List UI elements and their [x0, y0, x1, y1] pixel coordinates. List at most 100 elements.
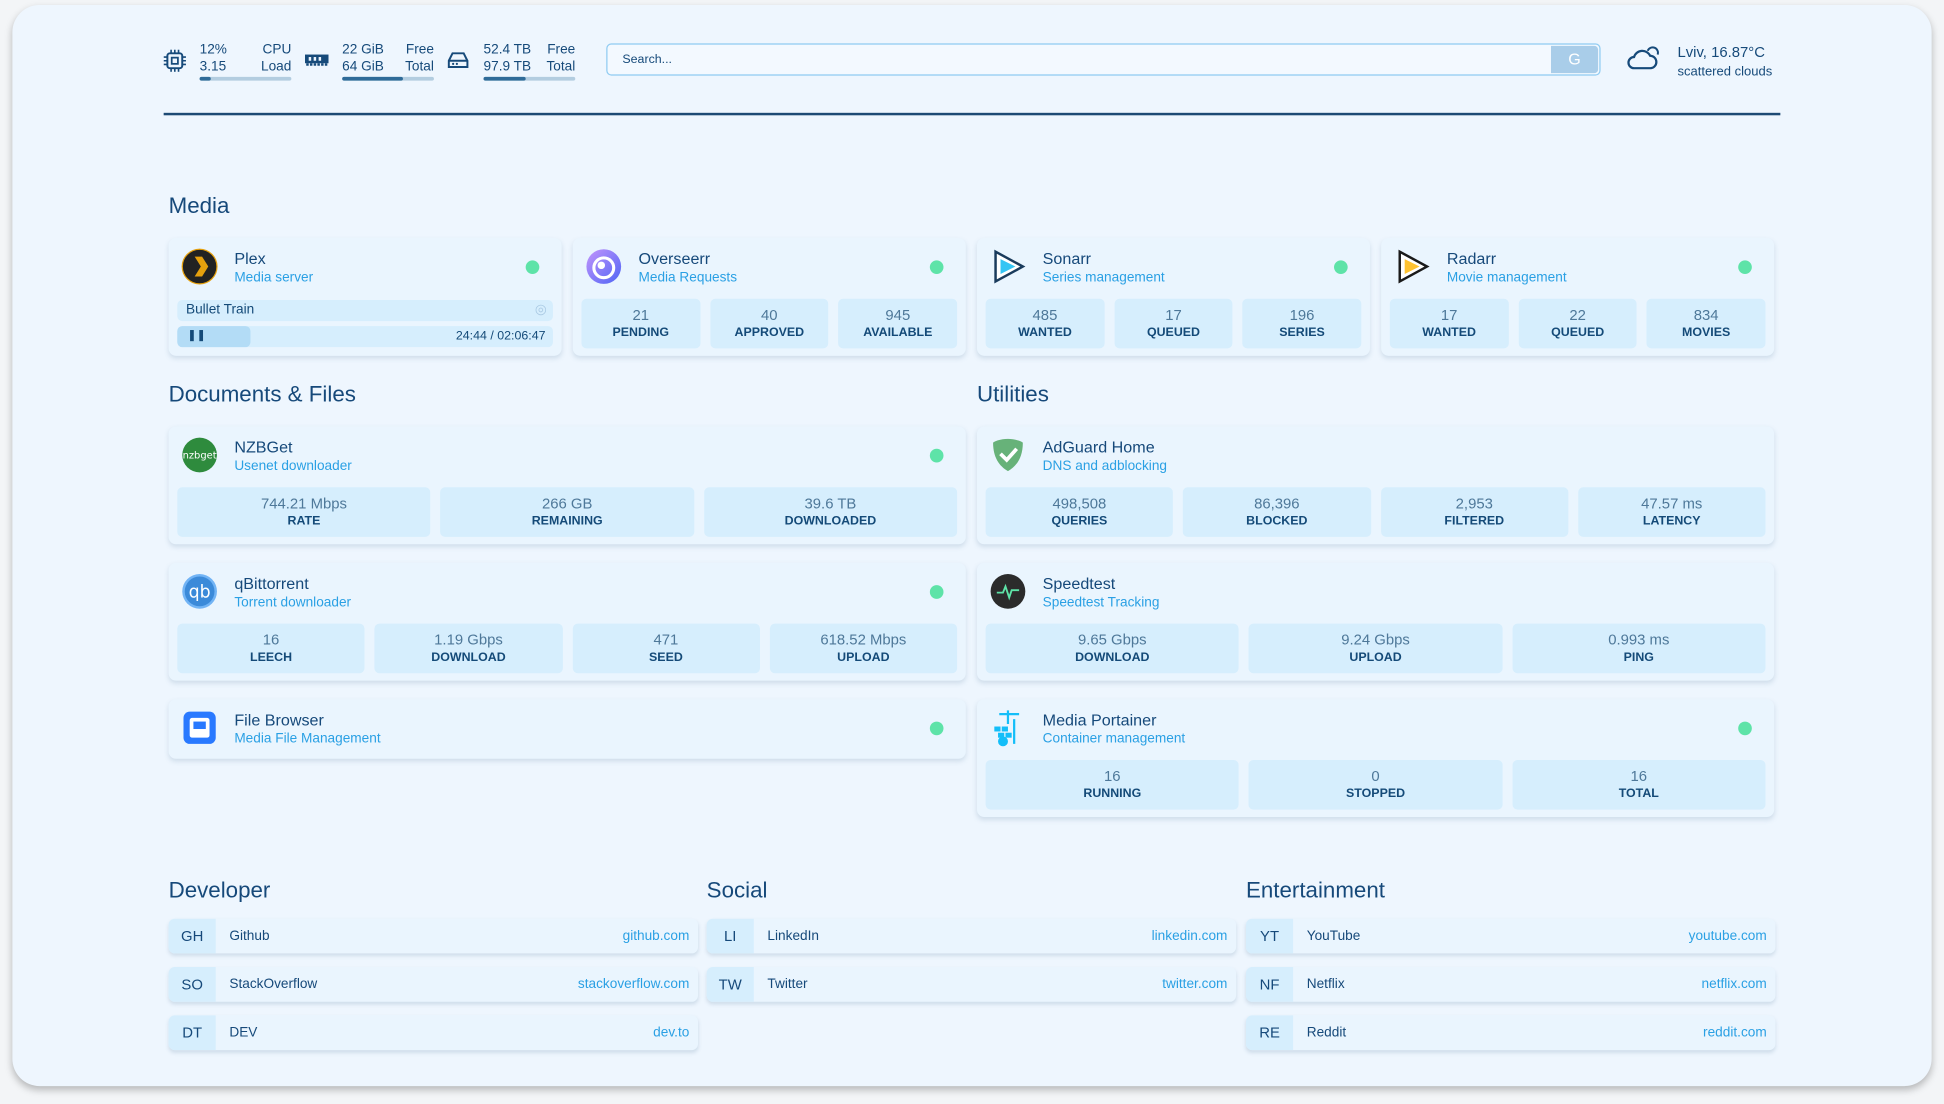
stat-value: 618.52 Mbps — [820, 631, 907, 649]
stat-block: 40 APPROVED — [709, 298, 829, 349]
stat-label: SEED — [649, 650, 683, 665]
bookmark-youtube[interactable]: YT YouTube youtube.com — [1245, 918, 1776, 954]
service-subtitle: Speedtest Tracking — [1042, 595, 1160, 610]
service-card-speedtest[interactable]: Speedtest Speedtest Tracking 9.65 Gbps DOWN… — [976, 562, 1775, 681]
bookmark-url[interactable]: dev.to — [653, 1025, 690, 1041]
stat-label: PENDING — [612, 326, 670, 340]
stat-value: 485 — [1032, 306, 1058, 324]
radarr-icon — [1398, 249, 1430, 284]
status-dot — [1334, 260, 1348, 274]
service-subtitle: Usenet downloader — [234, 458, 352, 474]
stat-value: 16 — [262, 631, 280, 649]
playback-time: 24:44 / 02:06:47 — [455, 329, 546, 344]
service-card-radarr[interactable]: Radarr Movie management 17 WANTED 22 QUEUED 83… — [1381, 238, 1775, 356]
stat-label: DOWNLOADED — [784, 514, 877, 529]
service-title: Sonarr — [1042, 249, 1092, 268]
stat-block: 16 RUNNING — [985, 759, 1239, 810]
free-label: Free — [405, 42, 434, 58]
status-dot — [929, 721, 944, 736]
service-stats: 744.21 Mbps RATE 266 GB REMAINING 39.6 TB DOW… — [177, 487, 958, 537]
stat-block: 22 QUEUED — [1518, 298, 1637, 349]
service-card-adguard-home[interactable]: AdGuard Home DNS and adblocking 498,508 QUE… — [976, 426, 1775, 545]
bookmark-url[interactable]: stackoverflow.com — [577, 976, 690, 992]
service-subtitle: Media File Management — [234, 731, 381, 747]
section-utilities: Utilities — [976, 381, 1049, 407]
stat-label: FILTERED — [1444, 514, 1505, 529]
stat-label: REMAINING — [531, 514, 603, 529]
bookmark-url[interactable]: github.com — [622, 928, 690, 944]
stat-block: 17 QUEUED — [1114, 298, 1233, 349]
stat-value: 744.21 Mbps — [260, 494, 347, 513]
bookmark-url[interactable]: netflix.com — [1701, 976, 1767, 992]
stat-block: 744.21 Mbps RATE — [177, 487, 431, 537]
search-google-button[interactable]: G — [1550, 45, 1599, 74]
search-input[interactable] — [619, 52, 1543, 69]
service-card-qbittorrent[interactable]: qb qBittorrent Torrent downloader 16 LEECH 1.… — [168, 562, 966, 681]
bookmark-twitter[interactable]: TW Twitter twitter.com — [706, 967, 1237, 1002]
bookmark-dev[interactable]: DT DEV dev.to — [168, 1015, 699, 1051]
service-title: Radarr — [1446, 249, 1497, 268]
bookmark-abbr: SO — [168, 967, 216, 1002]
status-dot — [1738, 260, 1752, 274]
bookmark-url[interactable]: reddit.com — [1703, 1025, 1767, 1041]
bookmark-github[interactable]: GH Github github.com — [168, 918, 699, 954]
pause-icon[interactable]: ❚❚ — [187, 328, 206, 341]
stat-value: 1.19 Gbps — [434, 631, 503, 649]
bookmark-stackoverflow[interactable]: SO StackOverflow stackoverflow.com — [168, 967, 699, 1002]
bookmark-name: StackOverflow — [229, 976, 318, 992]
service-subtitle: Torrent downloader — [234, 595, 352, 610]
service-title: Plex — [234, 249, 266, 268]
stat-block: 471 SEED — [572, 623, 760, 674]
service-card-media-portainer[interactable]: Media Portainer Container management 16 RUN… — [976, 699, 1775, 818]
bookmark-reddit[interactable]: RE Reddit reddit.com — [1245, 1015, 1776, 1051]
service-title: File Browser — [234, 710, 324, 730]
service-card-nzbget[interactable]: nzbget NZBGet Usenet downloader 744.21 Mbps… — [168, 426, 966, 545]
bookmark-linkedin[interactable]: LI LinkedIn linkedin.com — [706, 918, 1237, 954]
stat-block: 618.52 Mbps UPLOAD — [769, 623, 958, 674]
stat-block: 16 TOTAL — [1512, 759, 1766, 810]
stat-block: 9.24 Gbps UPLOAD — [1248, 623, 1503, 674]
status-dot — [929, 585, 944, 599]
stat-label: WANTED — [1018, 326, 1072, 340]
service-title: qBittorrent — [234, 574, 309, 593]
plex-icon — [181, 248, 218, 285]
qbittorrent-icon: qb — [182, 574, 217, 609]
cpu-usage: 12% — [199, 42, 227, 58]
stat-value: 196 — [1289, 306, 1315, 324]
stat-label: UPLOAD — [1349, 650, 1402, 665]
stat-label: DOWNLOAD — [1075, 650, 1150, 665]
bookmark-url[interactable]: linkedin.com — [1151, 928, 1228, 944]
service-title: NZBGet — [234, 437, 293, 457]
service-card-sonarr[interactable]: Sonarr Series management 485 WANTED 17 QUEUED… — [976, 238, 1370, 356]
memory-icon — [304, 54, 329, 66]
memory-total: 64 GiB — [342, 59, 384, 75]
section-documents: Documents & Files — [168, 381, 356, 407]
stat-value: 22 — [1569, 306, 1586, 324]
service-subtitle: Container management — [1042, 731, 1186, 747]
stat-block: 16 LEECH — [177, 623, 365, 674]
stat-value: 40 — [761, 306, 778, 324]
load-label: Load — [260, 59, 292, 75]
bookmark-url[interactable]: twitter.com — [1162, 976, 1228, 992]
dashboard-window — [12, 4, 1932, 1087]
service-card-overseerr[interactable]: Overseerr Media Requests 21 PENDING 40 APPROV… — [572, 238, 966, 356]
stat-value: 834 — [1693, 306, 1719, 324]
header-divider — [163, 112, 1781, 116]
bookmark-netflix[interactable]: NF Netflix netflix.com — [1245, 967, 1776, 1002]
service-card-plex[interactable]: Plex Media server Bullet Train ◎ ❚❚ 24:4… — [168, 238, 562, 356]
service-card-file-browser[interactable]: File Browser Media File Management — [168, 699, 966, 759]
service-stats: 21 PENDING 40 APPROVED 945 AVAILABLE — [581, 298, 958, 349]
stat-label: WANTED — [1422, 326, 1476, 340]
stat-value: 9.24 Gbps — [1341, 631, 1410, 649]
section-social: Social — [706, 877, 768, 903]
bookmark-abbr: RE — [1245, 1015, 1294, 1051]
stat-label: QUEUED — [1551, 326, 1605, 340]
memory-free: 22 GiB — [342, 42, 384, 58]
stat-block: 0 STOPPED — [1248, 759, 1503, 810]
stat-value: 498,508 — [1052, 494, 1107, 513]
playback-progress[interactable]: ❚❚ 24:44 / 02:06:47 — [177, 326, 553, 348]
bookmark-name: LinkedIn — [767, 928, 820, 944]
service-subtitle: Series management — [1042, 270, 1165, 286]
bookmark-url[interactable]: youtube.com — [1688, 928, 1767, 944]
stat-label: TOTAL — [1618, 787, 1659, 801]
